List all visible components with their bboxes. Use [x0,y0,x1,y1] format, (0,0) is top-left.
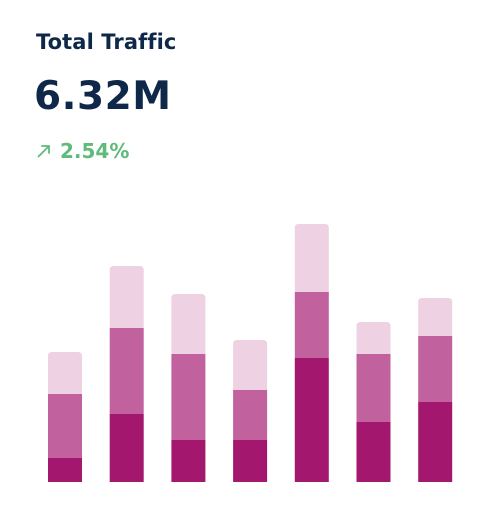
bar-2-segment-3 [109,266,144,328]
bar-5-segment-3 [294,224,329,292]
bar-4-segment-1 [233,440,268,482]
bar-6-segment-1 [356,422,391,482]
bar-1-segment-1 [48,458,82,482]
bar-3-segment-3 [171,294,206,354]
bar-1-segment-2 [48,394,82,458]
bar-2-segment-1 [109,414,144,482]
bar-7-segment-2 [418,336,453,402]
bar-3-segment-1 [171,440,206,482]
change-indicator: 2.54% [36,139,129,163]
bar-3-segment-2 [171,354,206,440]
widget-title: Total Traffic [36,30,177,54]
bar-4-segment-3 [233,340,268,390]
total-value: 6.32M [34,74,172,119]
bar-5-segment-1 [294,358,329,482]
arrow-up-right-icon [36,143,52,159]
bar-6-segment-3 [356,322,391,354]
bar-5-segment-2 [294,292,329,358]
bar-7-segment-3 [418,298,453,336]
bar-7-segment-1 [418,402,453,482]
bar-2-segment-2 [109,328,144,414]
bar-1-segment-3 [48,352,82,394]
bar-6-segment-2 [356,354,391,422]
change-value: 2.54% [60,139,130,163]
bar-4-segment-2 [233,390,268,440]
